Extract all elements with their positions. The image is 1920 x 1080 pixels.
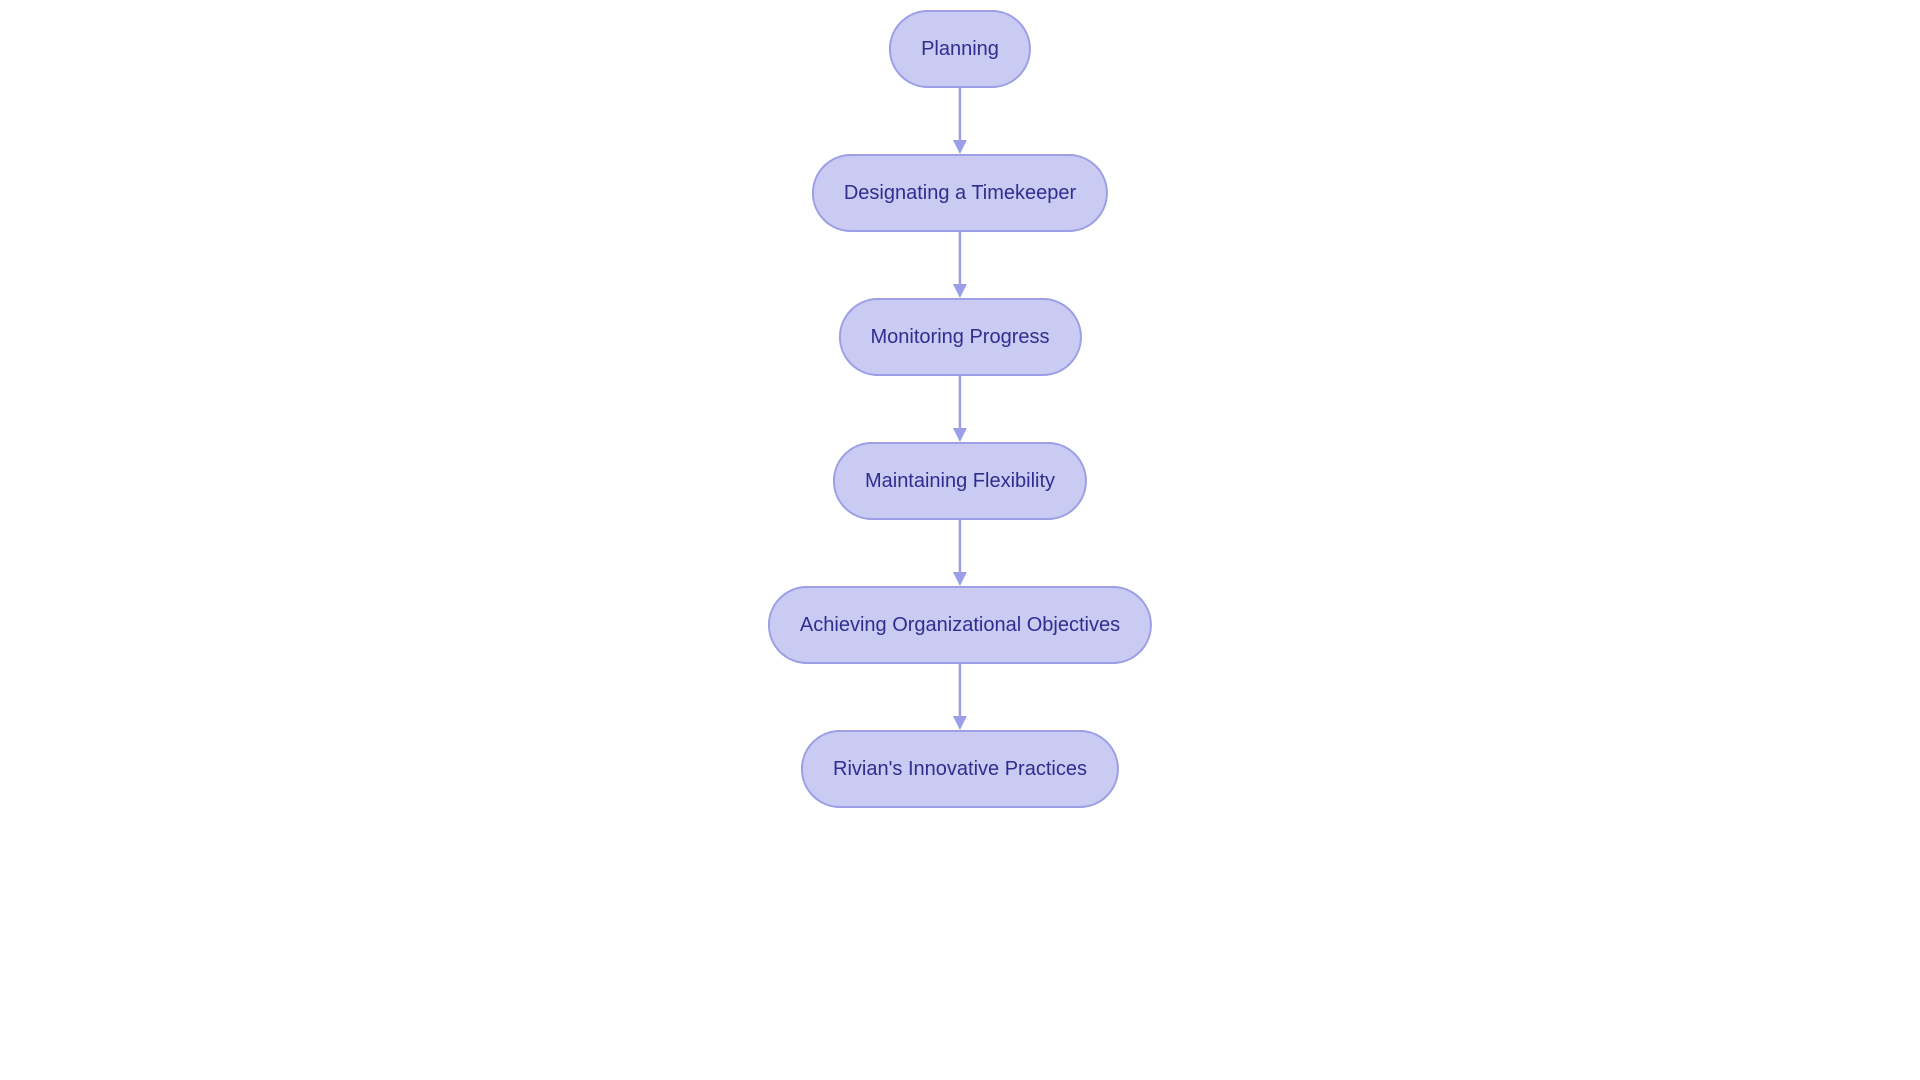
flowchart-node: Planning <box>889 10 1031 88</box>
node-label: Rivian's Innovative Practices <box>833 758 1087 781</box>
flowchart-container: Planning Designating a Timekeeper Monitori… <box>768 10 1152 808</box>
arrow <box>950 232 970 298</box>
arrow <box>950 376 970 442</box>
flowchart-node: Designating a Timekeeper <box>812 154 1108 232</box>
arrow <box>950 88 970 154</box>
node-label: Planning <box>921 38 999 61</box>
flowchart-node: Rivian's Innovative Practices <box>801 730 1119 808</box>
node-label: Maintaining Flexibility <box>865 470 1055 493</box>
arrow <box>950 520 970 586</box>
flowchart-node: Achieving Organizational Objectives <box>768 586 1152 664</box>
node-label: Designating a Timekeeper <box>844 182 1076 205</box>
arrow <box>950 664 970 730</box>
flowchart-node: Monitoring Progress <box>839 298 1082 376</box>
flowchart-node: Maintaining Flexibility <box>833 442 1087 520</box>
node-label: Achieving Organizational Objectives <box>800 614 1120 637</box>
node-label: Monitoring Progress <box>871 326 1050 349</box>
